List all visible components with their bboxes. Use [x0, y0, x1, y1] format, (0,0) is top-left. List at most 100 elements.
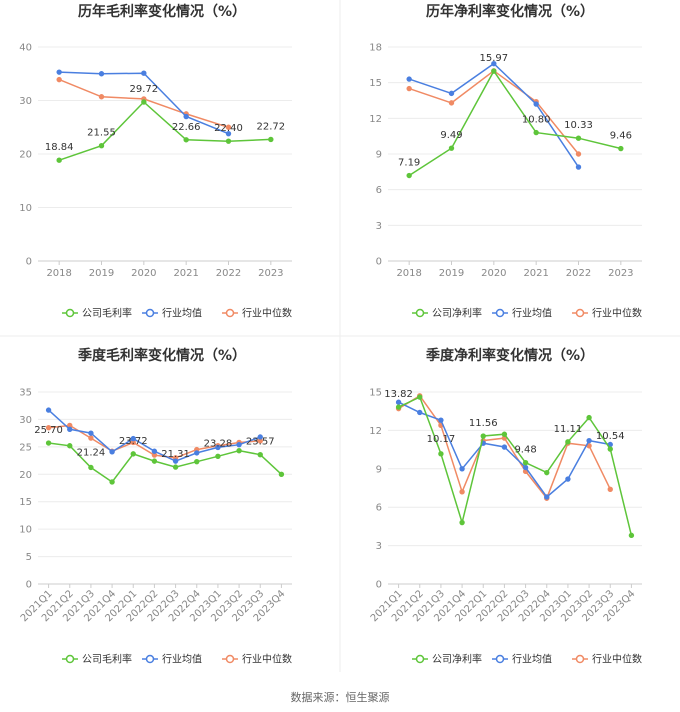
data-label: 10.80 — [522, 115, 551, 126]
legend-marker-icon — [575, 308, 585, 318]
y-tick-label: 0 — [376, 580, 382, 591]
data-point — [215, 444, 221, 451]
y-tick-label: 10 — [19, 203, 32, 214]
data-point — [501, 431, 508, 437]
data-point — [575, 151, 582, 157]
legend-marker-icon — [145, 308, 155, 318]
legend-item-0[interactable]: 公司毛利率 — [62, 653, 132, 666]
y-tick-label: 15 — [369, 388, 382, 399]
x-tick-label: 2020 — [131, 268, 156, 279]
y-tick-label: 10 — [19, 525, 32, 536]
data-point — [67, 443, 73, 449]
data-point — [88, 430, 94, 436]
x-tick-label: 2021 — [173, 268, 198, 279]
data-label: 13.82 — [384, 389, 413, 400]
data-point — [225, 124, 232, 130]
data-point — [438, 417, 444, 423]
x-tick-label: 2018 — [396, 268, 421, 279]
data-point — [236, 441, 242, 448]
legend-item-2[interactable]: 行业中位数 — [572, 307, 642, 320]
data-label: 22.66 — [172, 122, 201, 133]
chart-panel-3: 季度毛利率变化情况（%）051015202530352021Q12021Q220… — [19, 347, 292, 666]
data-point — [141, 99, 147, 105]
data-point — [56, 76, 62, 83]
chart-panel-2: 历年净利率变化情况（%） 0 3 6 9 12 15 18 2018 2019 2020 2021 20… — [369, 3, 642, 320]
data-point — [45, 407, 52, 413]
data-point — [88, 435, 94, 441]
data-point — [257, 434, 263, 440]
data-point — [459, 519, 465, 526]
legend-marker-icon — [145, 654, 155, 664]
legend-item-1[interactable]: 行业均值 — [492, 653, 552, 666]
legend-item-0[interactable]: 公司净利率 — [412, 307, 482, 320]
data-label: 11.11 — [554, 424, 583, 435]
data-point — [533, 129, 539, 136]
data-point — [575, 135, 582, 141]
legend-marker-icon — [495, 654, 505, 664]
data-label: 22.40 — [214, 123, 243, 134]
data-point — [406, 85, 412, 92]
chart-title: 历年毛利率变化情况（%） — [78, 3, 246, 20]
legend-item-2[interactable]: 行业中位数 — [572, 653, 642, 666]
data-label: 23.72 — [119, 436, 148, 447]
data-point — [130, 435, 136, 442]
data-point — [544, 494, 550, 500]
y-tick-label: 18 — [369, 43, 382, 54]
series-line-2 — [408, 69, 580, 155]
data-point — [151, 448, 158, 454]
data-point — [607, 486, 613, 492]
data-point — [586, 414, 592, 421]
legend-item-0[interactable]: 公司净利率 — [412, 653, 482, 666]
legend-label: 行业中位数 — [592, 653, 642, 666]
data-label: 21.24 — [77, 447, 106, 458]
data-label: 15.97 — [480, 53, 509, 64]
y-tick-label: 20 — [19, 470, 32, 481]
chart-panel-4: 季度净利率变化情况（%）036912152021Q12021Q22021Q320… — [369, 347, 642, 666]
data-point — [448, 90, 455, 97]
data-point — [406, 172, 412, 179]
data-point — [268, 136, 274, 143]
chart-title: 季度净利率变化情况（%） — [425, 347, 594, 364]
y-tick-label: 9 — [376, 464, 382, 475]
data-point — [45, 424, 52, 431]
data-point — [607, 446, 613, 452]
data-label: 11.56 — [469, 418, 498, 429]
legend-label: 行业中位数 — [242, 653, 292, 666]
legend-label: 行业均值 — [162, 653, 202, 666]
legend-label: 公司净利率 — [432, 653, 482, 666]
legend-item-1[interactable]: 行业均值 — [142, 307, 202, 320]
legend-label: 行业中位数 — [592, 307, 642, 320]
source-note: 数据来源：恒生聚源 — [291, 690, 390, 704]
data-label: 29.72 — [130, 84, 159, 95]
data-point — [257, 452, 263, 458]
data-point — [194, 450, 200, 456]
data-point — [491, 68, 497, 74]
legend-label: 行业均值 — [512, 307, 552, 320]
y-tick-label: 6 — [376, 185, 382, 196]
chart-title: 季度毛利率变化情况（%） — [77, 347, 246, 364]
y-tick-label: 6 — [376, 503, 382, 514]
legend-item-0[interactable]: 公司毛利率 — [62, 307, 132, 320]
data-point — [67, 426, 73, 433]
y-tick-label: 30 — [19, 415, 32, 426]
legend-item-2[interactable]: 行业中位数 — [222, 653, 292, 666]
legend-item-2[interactable]: 行业中位数 — [222, 307, 292, 320]
data-point — [438, 451, 444, 457]
x-tick-label: 2020 — [481, 268, 506, 279]
legend-label: 公司毛利率 — [82, 653, 132, 666]
y-tick-label: 30 — [19, 96, 32, 107]
data-point — [448, 100, 455, 106]
x-tick-label: 2019 — [89, 268, 114, 279]
legend-marker-icon — [415, 308, 425, 318]
data-point — [544, 469, 550, 476]
series-line-0 — [58, 100, 271, 161]
data-point — [236, 447, 242, 454]
legend-label: 行业均值 — [162, 307, 202, 320]
legend-item-1[interactable]: 行业均值 — [492, 307, 552, 320]
y-tick-label: 0 — [376, 257, 382, 268]
data-point — [480, 433, 486, 439]
data-point — [109, 449, 115, 455]
legend-item-1[interactable]: 行业均值 — [142, 653, 202, 666]
series-line-0 — [48, 442, 282, 484]
data-label: 9.49 — [440, 130, 462, 141]
